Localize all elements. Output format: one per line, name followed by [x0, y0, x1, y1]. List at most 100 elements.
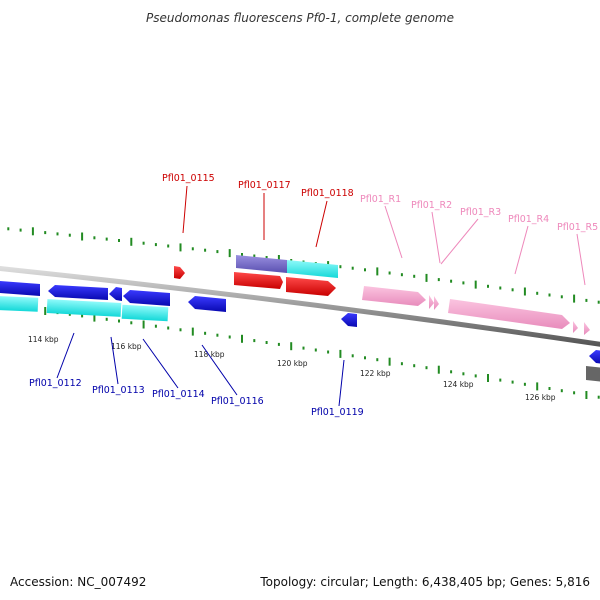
minor-tick [462, 372, 465, 376]
gene-arrow-reverse [341, 313, 357, 327]
major-tick [388, 357, 391, 366]
major-tick [536, 382, 539, 391]
minor-tick [154, 243, 157, 247]
major-tick [339, 349, 342, 358]
cds-cyan-segment [46, 299, 122, 317]
minor-tick [474, 374, 477, 378]
major-tick [573, 294, 576, 303]
minor-tick [450, 370, 453, 374]
scale-tick-label: 120 kbp [277, 359, 308, 368]
gene-label: Pfl01_R1 [360, 194, 401, 205]
minor-tick [105, 317, 108, 321]
minor-tick [253, 339, 256, 343]
leader-line [110, 336, 119, 385]
major-tick [130, 237, 133, 246]
minor-tick [511, 380, 514, 384]
gene-arrow-forward [174, 266, 185, 279]
minor-tick [167, 326, 170, 330]
leader-line [56, 332, 75, 379]
cds-cyan-segment [121, 304, 169, 322]
minor-tick [560, 389, 563, 393]
minor-tick [339, 265, 342, 269]
major-tick [31, 227, 34, 236]
major-tick [487, 374, 489, 382]
gene-label: Pfl01_0116 [211, 396, 264, 407]
minor-tick [204, 248, 207, 252]
minor-tick [216, 250, 219, 254]
gene-label: Pfl01_R5 [557, 222, 598, 233]
minor-tick [437, 278, 440, 282]
minor-tick [179, 328, 182, 332]
leader-line [431, 211, 441, 264]
major-tick [81, 232, 84, 241]
minor-tick [167, 244, 170, 248]
top-gene-labels: Pfl01_0115 Pfl01_0117 Pfl01_0118 Pfl01_R1 Pf… [162, 173, 598, 286]
minor-tick [560, 295, 563, 299]
minor-tick [388, 271, 391, 275]
leader-line [338, 359, 345, 407]
leader-line [576, 233, 586, 286]
major-tick [290, 342, 293, 351]
major-tick [241, 334, 243, 343]
minor-tick [499, 286, 502, 290]
scale-tick-label: 124 kbp [443, 380, 474, 389]
minor-tick [204, 331, 207, 335]
minor-tick [351, 266, 354, 270]
minor-tick [118, 239, 120, 242]
major-tick [142, 320, 145, 329]
gene-label: Pfl01_R2 [411, 200, 452, 211]
minor-tick [597, 300, 600, 304]
major-tick [437, 365, 440, 374]
minor-tick [68, 312, 71, 316]
minor-tick [413, 364, 416, 368]
minor-tick [265, 256, 268, 259]
topology-text: Topology: circular; Length: 6,438,405 bp… [259, 575, 590, 589]
gene-arrow-reverse [109, 287, 122, 301]
major-tick [376, 267, 379, 276]
bottom-gene-labels: Pfl01_0112 Pfl01_0113 Pfl01_0114 Pfl01_0116… [29, 332, 364, 418]
minor-tick [511, 288, 514, 292]
major-tick [191, 327, 194, 336]
reverse-features [0, 281, 600, 382]
leader-line [142, 338, 179, 389]
major-tick [277, 255, 280, 263]
gene-arrow-reverse [48, 285, 108, 300]
minor-tick [228, 335, 231, 339]
minor-tick [462, 281, 465, 285]
gene-arrow-reverse [589, 350, 600, 364]
accession-text: Accession: NC_007492 [10, 575, 146, 589]
rna-arrow [448, 299, 570, 329]
major-tick [179, 243, 182, 252]
scale-tick-label: 114 kbp [28, 335, 59, 344]
minor-tick [450, 279, 453, 283]
minor-tick [364, 356, 366, 360]
minor-tick [19, 228, 22, 232]
minor-tick [364, 268, 366, 272]
minor-tick [44, 231, 47, 235]
upper-tick-row [7, 227, 600, 304]
gene-label: Pfl01_0114 [152, 389, 205, 400]
major-tick [523, 287, 526, 296]
minor-tick [536, 291, 539, 295]
gene-arrow-reverse [0, 281, 40, 296]
gene-arrow-forward [234, 272, 283, 289]
minor-tick [400, 273, 403, 277]
cds-cyan-segment [0, 295, 39, 312]
minor-tick [253, 254, 256, 258]
gene-arrow-forward [286, 277, 336, 296]
minor-tick [573, 391, 576, 395]
minor-tick [487, 284, 489, 288]
minor-tick [351, 354, 354, 358]
minor-tick [400, 362, 403, 366]
minor-tick [314, 348, 317, 352]
major-tick [93, 313, 96, 322]
minor-tick [81, 314, 84, 318]
rna-arrow [434, 296, 439, 310]
cds-cyan-segment [287, 260, 338, 278]
minor-tick [191, 247, 194, 251]
scale-tick-label: 126 kbp [525, 393, 556, 402]
minor-tick [548, 293, 551, 297]
leader-line [315, 200, 328, 248]
minor-tick [499, 378, 502, 382]
leader-line [201, 344, 238, 396]
